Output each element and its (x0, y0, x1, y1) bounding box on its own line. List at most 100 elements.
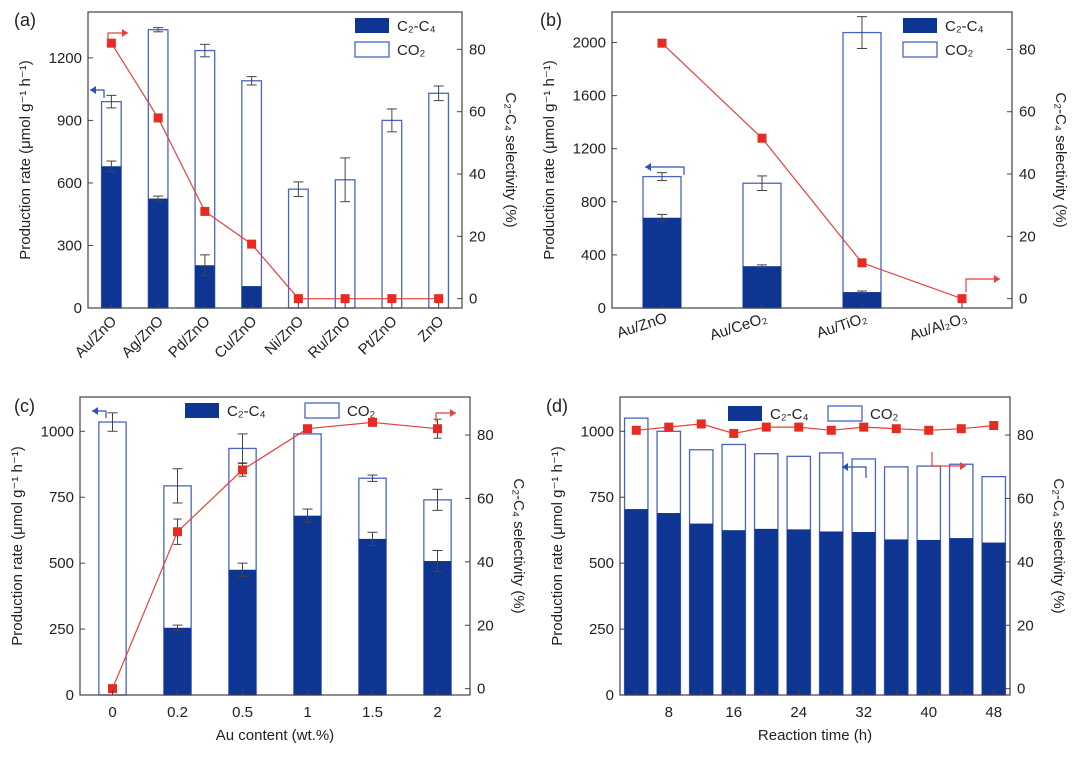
right-tick-label: 20 (469, 228, 486, 245)
left-tick-label: 750 (49, 489, 74, 506)
x-tick-label: Ag/ZnO (118, 313, 167, 362)
c2c4-bar (163, 627, 192, 695)
plot-frame (611, 11, 1013, 309)
left-tick-label: 900 (57, 112, 82, 129)
selectivity-point (303, 424, 312, 434)
right-axis-guide (931, 452, 966, 467)
left-tick-label: 800 (581, 194, 606, 211)
legend-swatch-co2 (827, 405, 863, 422)
selectivity-point (238, 465, 247, 475)
left-tick-label: 750 (589, 489, 614, 506)
c2c4-bar (228, 569, 257, 695)
x-tick-label: Pt/ZnO (355, 313, 401, 359)
right-tick-label: 80 (469, 41, 486, 58)
left-tick-label: 1200 (573, 141, 606, 158)
selectivity-point (794, 422, 804, 432)
left-tick-label: 400 (581, 247, 606, 264)
y2-axis-label: C₂-C₄ selectivity (%) (1050, 478, 1067, 613)
legend-label-co2: CO₂ (347, 403, 376, 420)
y-axis-label: Production rate (μmol g⁻¹ h⁻¹) (17, 60, 34, 260)
right-tick-label: 60 (469, 104, 486, 121)
left-axis-guide-head (842, 463, 848, 471)
c2c4-bar (358, 538, 387, 695)
selectivity-point (200, 206, 210, 216)
left-axis-guide (645, 166, 685, 175)
selectivity-point (859, 422, 869, 432)
left-tick-label: 500 (589, 555, 614, 572)
c2c4-bar (819, 531, 843, 695)
co2-bar (241, 80, 263, 309)
right-tick-label: 0 (1019, 291, 1027, 308)
y2-axis-label: C₂-C₄ selectivity (%) (1052, 92, 1069, 227)
chart-panel-b: (b) 0 400 800 1200 1600 2000 0 20 40 60 80 Au/ZnO Au/… (540, 10, 1069, 344)
plot-frame (619, 396, 1011, 696)
selectivity-point (387, 294, 397, 304)
right-tick-label: 0 (477, 681, 485, 698)
right-tick-label: 20 (1017, 617, 1034, 634)
right-axis-guide-head (960, 462, 966, 470)
x-tick-label: 32 (855, 704, 872, 721)
co2-bar (98, 421, 127, 696)
left-tick-label: 1200 (49, 50, 82, 67)
x-tick-label: 0.2 (167, 704, 188, 721)
x-tick-label: Au/Al₂O₃ (907, 310, 969, 345)
c2c4-bar (657, 513, 681, 695)
c2c4-bar (293, 515, 322, 695)
right-axis-guide-head (450, 409, 456, 417)
right-tick-label: 80 (1017, 427, 1034, 444)
c2c4-bar (423, 561, 452, 695)
right-axis-guide (435, 412, 456, 422)
x-tick-label: 0 (108, 704, 116, 721)
selectivity-point (108, 684, 117, 694)
y-axis-label: Production rate (μmol g⁻¹ h⁻¹) (549, 446, 566, 646)
c2c4-bar (787, 529, 811, 695)
x-tick-label: Au/TiO₂ (815, 310, 870, 342)
selectivity-point (891, 424, 901, 434)
c2c4-bar (643, 217, 681, 308)
legend-label-co2: CO₂ (945, 42, 974, 59)
c2c4-bar (743, 266, 781, 308)
selectivity-point (293, 294, 303, 304)
selectivity-point (957, 294, 967, 304)
legend-label-co2: CO₂ (397, 42, 426, 59)
selectivity-line (110, 42, 439, 300)
left-tick-label: 0 (66, 687, 74, 704)
legend-swatch-co2 (354, 41, 390, 58)
panel-label: (c) (14, 396, 35, 416)
selectivity-point (956, 424, 966, 434)
x-tick-label: 16 (725, 704, 742, 721)
y-axis-label: Production rate (μmol g⁻¹ h⁻¹) (541, 60, 558, 260)
selectivity-line (636, 423, 994, 435)
selectivity-point (173, 527, 182, 537)
selectivity-point (664, 422, 674, 432)
right-axis-guide (965, 278, 1000, 292)
legend-label-c2c4: C₂-C₄ (227, 403, 266, 420)
x-tick-label: 8 (665, 704, 673, 721)
selectivity-point (757, 133, 767, 143)
left-axis-guide-head (645, 163, 651, 171)
co2-bar (428, 92, 450, 309)
selectivity-point (106, 38, 116, 48)
right-tick-label: 40 (469, 166, 486, 183)
right-tick-label: 60 (1019, 104, 1036, 121)
x-tick-label: 24 (790, 704, 807, 721)
selectivity-point (857, 258, 867, 268)
y2-axis-label: C₂-C₄ selectivity (%) (510, 478, 527, 613)
c2c4-bar (101, 166, 122, 308)
selectivity-line (111, 421, 438, 689)
c2c4-bar (722, 530, 746, 695)
c2c4-bar (982, 542, 1006, 695)
selectivity-point (434, 294, 444, 304)
x-tick-label: Au/CeO₂ (708, 310, 770, 345)
x-tick-label: Au/ZnO (615, 310, 669, 342)
selectivity-point (989, 421, 999, 431)
right-axis-guide-head (994, 275, 1000, 283)
selectivity-point (924, 425, 934, 435)
legend-swatch-c2c4 (355, 18, 389, 33)
right-tick-label: 40 (477, 554, 494, 571)
left-tick-label: 2000 (573, 35, 606, 52)
x-tick-label: Ru/ZnO (305, 313, 354, 362)
right-tick-label: 20 (1019, 228, 1036, 245)
legend-swatch-co2 (902, 41, 938, 58)
left-tick-label: 1600 (573, 88, 606, 105)
